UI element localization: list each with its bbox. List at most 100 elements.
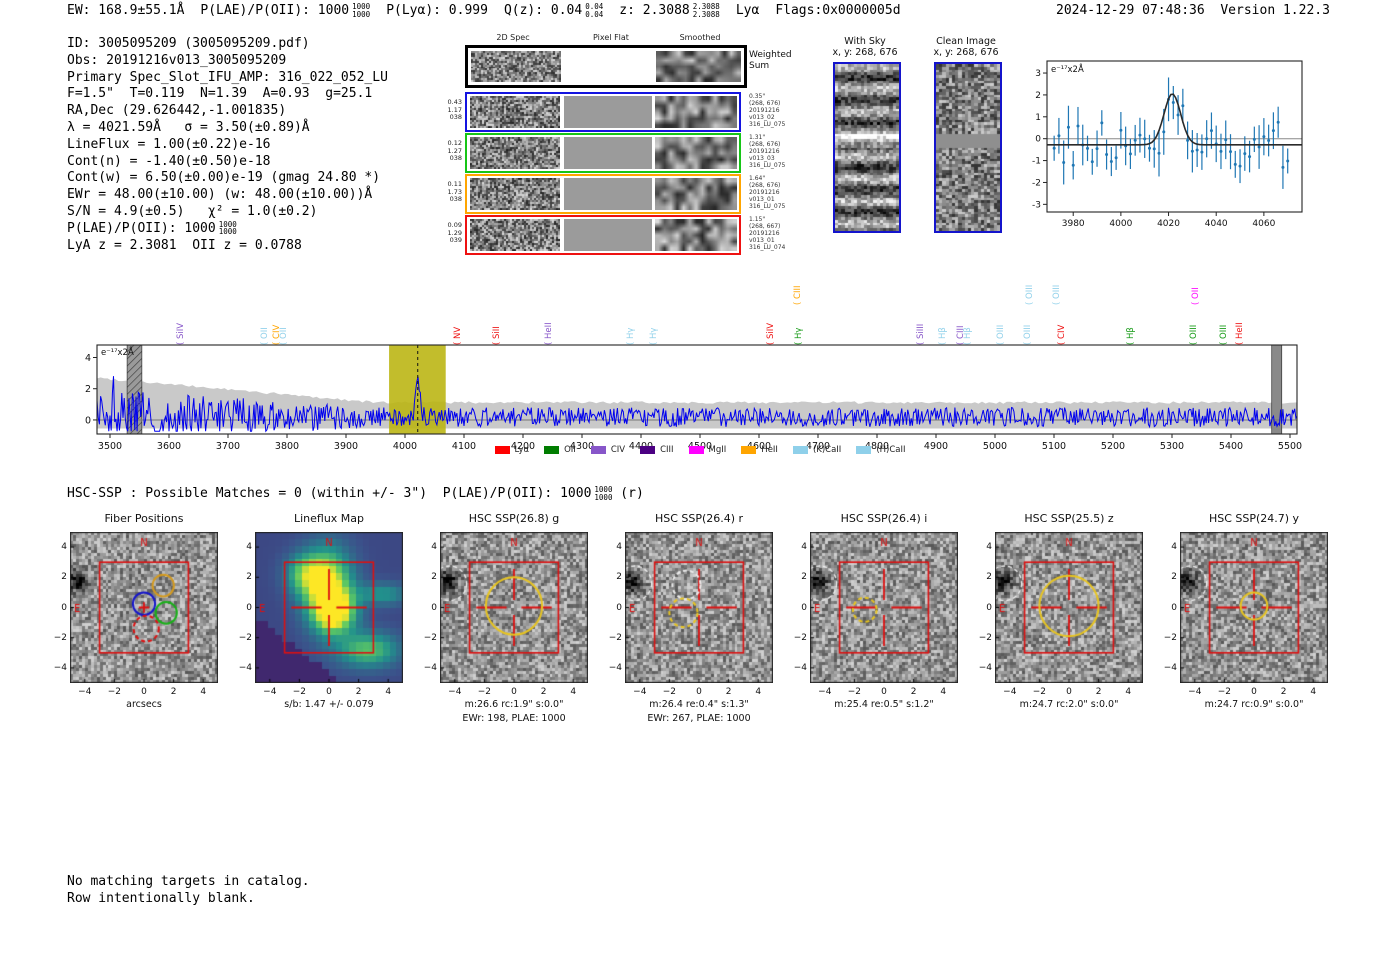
info-line-text: P(LAE)/P(OII): 1000 [67,220,216,236]
line-marker-oiii: OIII [1219,325,1229,345]
info-line: F=1.5" T=0.119 N=1.39 A=0.93 g=25.1 [67,86,388,103]
cutout-panel [810,532,958,683]
cutout-xtick-label: 0 [511,687,517,697]
cutout-xtick-label: 4 [570,687,577,697]
cutout-xtick-label: −2 [1217,687,1232,697]
twod-fiber-row [465,92,741,132]
info-line-text: Cont(w) = 6.50(±0.00)e-19 (gmag 24.80 *) [67,170,381,186]
svg-text:3600: 3600 [157,441,181,452]
cutout-ytick-label: −4 [793,662,807,673]
info-line: LineFlux = 1.00(±0.22)e-16 [67,137,388,154]
svg-text:4700: 4700 [806,441,830,452]
svg-text:4000: 4000 [393,441,417,452]
legend-item: MgII [688,445,726,455]
info-line: RA,Dec (29.626442,-1.001835) [67,103,388,120]
info-line-text: LyA z = 2.3081 OII z = 0.0788 [67,237,302,253]
svg-text:4: 4 [85,353,91,364]
legend-item: CIII [640,445,674,455]
info-line: EWr = 48.00(±10.00) (w: 48.00(±10.00))Å [67,187,388,204]
cutout-panel [1180,532,1328,683]
cutout-xtick-label: −2 [1032,687,1047,697]
cutout-ytick-label: 4 [801,542,807,553]
cutout-xtick-label: −2 [292,687,307,697]
cutout-panel [625,532,773,683]
detection-info-block: ID: 3005095209 (3005095209.pdf) Obs: 2019… [67,36,388,254]
line-fit-chart: 3980 4000 4020 4040 4060 -3 -2 -1 0 1 2 3 e⁻¹⁷x2Å [1032,60,1303,229]
cutout-ytick-label: 4 [61,542,67,553]
cutout-ytick-label: −4 [1163,662,1177,673]
svg-text:3700: 3700 [216,441,240,452]
line-marker-ciii: CIII [793,286,803,306]
cutout-ytick-label: 4 [431,542,437,553]
cutout-title: Fiber Positions [104,512,184,525]
cutout-ytick-label: 0 [801,602,807,613]
cutout-ytick-label: −2 [608,632,622,643]
fiber-2d-spec-image [470,178,560,210]
fiber-row-weights: 0.43 1.17 038 [447,98,462,122]
svg-text:3980: 3980 [1062,219,1085,229]
cutout-ytick-label: −2 [1163,632,1177,643]
weighted-2d-spec-image [471,51,561,82]
cutout-xtick-label: −2 [477,687,492,697]
info-line: P(LAE)/P(OII): 1000 1000 1000 [67,221,388,238]
flags-value: Flags:0x0000005d [775,3,901,18]
lineflux-map-image [255,532,403,683]
fiber-smoothed-image [655,96,737,128]
cutout-caption: m:24.7 rc:2.0" s:0.0" [1019,699,1119,710]
summary-header: EW: 168.9±55.1Å P(LAE)/P(OII): 1000 1000 1… [67,3,917,18]
cutout-xtick-label: 2 [725,687,732,697]
info-line: S/N = 4.9(±0.5) χ² = 1.0(±0.2) [67,204,388,221]
svg-text:4000: 4000 [1109,219,1132,229]
cutout-xtick-label: 4 [1310,687,1317,697]
cutout-ytick-label: −4 [238,662,252,673]
catalog-note: No matching targets in catalog. Row inten… [67,874,310,907]
plae-poii-value: P(LAE)/P(OII): 1000 1000 1000 [200,2,371,19]
fiber-pixel-flat [564,96,652,128]
cutout-ytick-label: −2 [53,632,67,643]
cutout-ytick-label: −2 [423,632,437,643]
cutout-ytick-label: 2 [61,572,67,583]
cutout-image [995,532,1143,683]
svg-text:4900: 4900 [924,441,948,452]
cutout-ytick-label: 4 [246,542,252,553]
cutout-ytick-label: 4 [986,542,992,553]
cutout-title: HSC SSP(26.8) g [468,512,560,525]
hsc-plae-fraction: 1000 1000 [594,485,613,502]
fiber-2d-spec-image [470,96,560,128]
cutout-caption2: EWr: 267, PLAE: 1000 [647,713,751,724]
weighted-sum-label: Weighted Sum [749,50,792,71]
legend-swatch [792,446,808,454]
info-line-text: λ = 4021.59Å σ = 3.50(±0.89)Å [67,119,310,135]
svg-text:0: 0 [1035,135,1041,145]
cutout-ytick-label: 2 [431,572,437,583]
cutout-xtick-label: −4 [448,687,462,697]
cutout-xtick-label: 4 [940,687,947,697]
cutout-title: HSC SSP(25.5) z [1024,512,1114,525]
spectrum-legend: Lyα OII CIV CIII MgII HeII (K)CaII (H)CaII [0,445,1400,455]
cutout-ytick-label: −2 [793,632,807,643]
cutout-xtick-label: 2 [1095,687,1102,697]
svg-text:4060: 4060 [1252,219,1275,229]
cutout-xtick-label: −4 [633,687,647,697]
legend-item: HeII [741,445,778,455]
legend-swatch [640,446,656,454]
qz-fraction: 0.04 0.04 [585,2,604,19]
twod-fiber-row [465,174,741,214]
cutout-panel [995,532,1143,683]
twod-col-title: 2D Spec [496,33,530,42]
svg-text:5400: 5400 [1219,441,1243,452]
cutout-caption: s/b: 1.47 +/- 0.079 [284,699,374,710]
cutout-caption: m:25.4 re:0.5" s:1.2" [834,699,934,710]
svg-text:4600: 4600 [747,441,771,452]
info-line-text: ID: 3005095209 (3005095209.pdf) [67,36,310,51]
line-marker-oiii: OIII [996,325,1006,345]
cutout-ytick-label: −4 [608,662,622,673]
twod-fiber-row [465,133,741,173]
cutout-xtick-label: 4 [755,687,762,697]
cutout-caption: m:26.6 rc:1.9" s:0.0" [464,699,564,710]
cutout-xtick-label: −2 [662,687,677,697]
cutout-ytick-label: 0 [61,602,67,613]
cutout-xtick-label: −4 [818,687,832,697]
catalog-note-line: No matching targets in catalog. [67,874,310,889]
